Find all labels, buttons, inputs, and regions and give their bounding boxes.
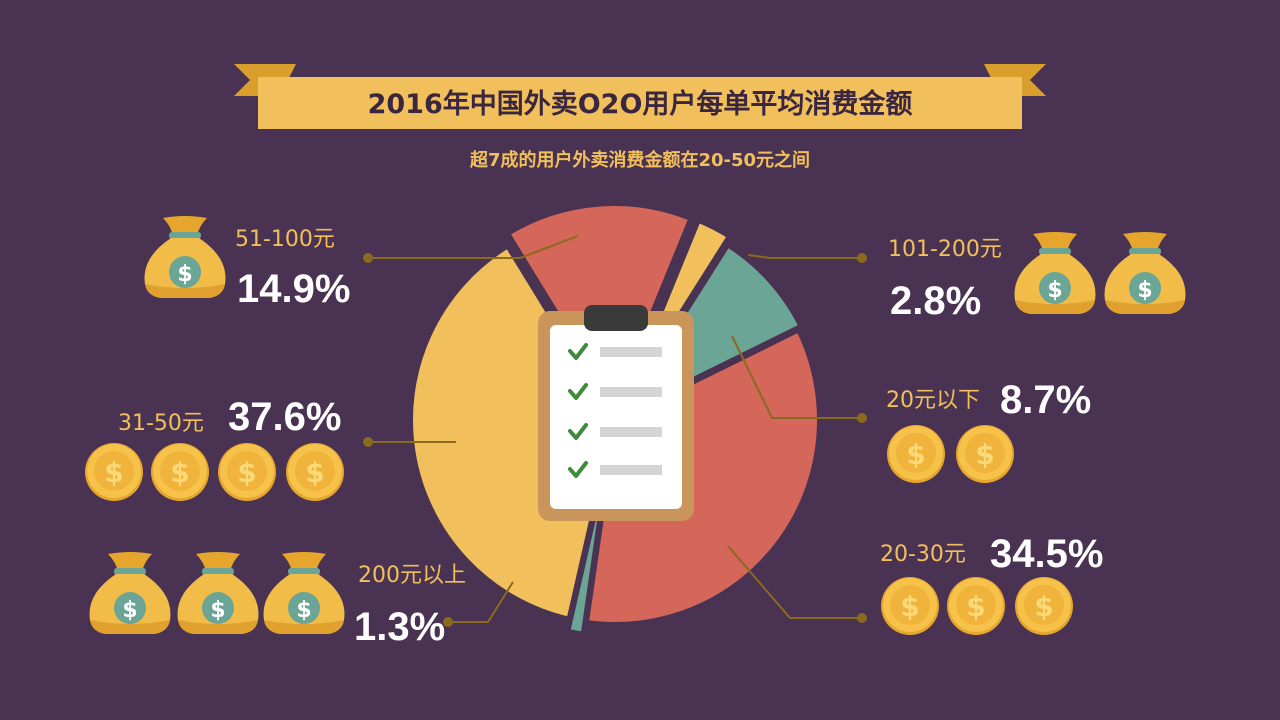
leader-line-5 xyxy=(448,581,514,623)
money-bag-icon xyxy=(1014,232,1096,314)
pie-slice-4 xyxy=(582,325,823,628)
category-label-2: 101-200元 xyxy=(888,237,1002,262)
category-label-5: 200元以上 xyxy=(358,563,466,588)
coin-icon xyxy=(218,443,276,501)
percent-label-1: 14.9% xyxy=(237,267,350,311)
coin-icon xyxy=(947,577,1005,635)
percent-label-6: 37.6% xyxy=(228,395,341,439)
money-bag-icon xyxy=(89,552,171,634)
coin-icon xyxy=(286,443,344,501)
leader-line-2 xyxy=(747,254,862,259)
percent-label-2: 2.8% xyxy=(890,279,981,323)
category-label-3: 20元以下 xyxy=(886,388,980,413)
money-bag-icon xyxy=(177,552,259,634)
category-label-1: 51-100元 xyxy=(235,227,335,252)
percent-label-4: 34.5% xyxy=(990,532,1103,576)
category-label-6: 31-50元 xyxy=(118,411,204,436)
money-bag-icon xyxy=(144,216,226,298)
money-bag-icon xyxy=(1104,232,1186,314)
leader-dot-3 xyxy=(857,413,867,423)
leader-line-1 xyxy=(368,235,579,259)
category-label-4: 20-30元 xyxy=(880,542,966,567)
coin-icon xyxy=(887,425,945,483)
leader-line-3 xyxy=(731,335,862,419)
money-bag-icon xyxy=(263,552,345,634)
leader-dot-1 xyxy=(363,253,373,263)
percent-label-3: 8.7% xyxy=(1000,378,1091,422)
chart-subtitle: 超7成的用户外卖消费金额在20-50元之间 xyxy=(470,149,810,171)
coin-icon xyxy=(956,425,1014,483)
coin-icon xyxy=(1015,577,1073,635)
coin-icon xyxy=(85,443,143,501)
leader-dot-2 xyxy=(857,253,867,263)
leader-dot-4 xyxy=(857,613,867,623)
leader-dot-6 xyxy=(363,437,373,447)
coin-icon xyxy=(881,577,939,635)
leader-dot-5 xyxy=(443,617,453,627)
leader-lines xyxy=(363,235,867,627)
percent-label-5: 1.3% xyxy=(354,605,445,649)
title-banner: 2016年中国外卖O2O用户每单平均消费金额 xyxy=(234,64,1046,129)
chart-title: 2016年中国外卖O2O用户每单平均消费金额 xyxy=(368,88,913,120)
clipboard-checklist-icon xyxy=(538,305,694,521)
title-bar xyxy=(258,77,1022,129)
slice-labels: 51-100元 14.9% 101-200元 2.8% 20元以下 8.7% 20-30元 3… xyxy=(118,227,1103,649)
leader-line-4 xyxy=(727,545,862,619)
coin-icon xyxy=(151,443,209,501)
